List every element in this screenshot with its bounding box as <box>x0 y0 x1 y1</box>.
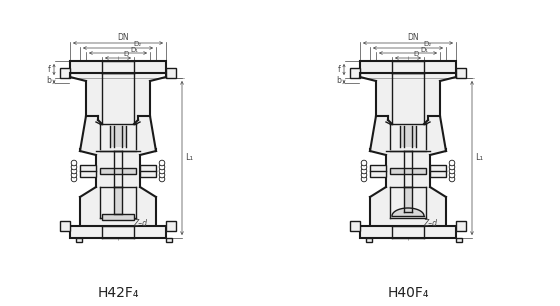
Circle shape <box>159 160 165 166</box>
Bar <box>350 68 360 78</box>
Text: D₂: D₂ <box>133 42 141 47</box>
Text: Z–d: Z–d <box>133 219 147 229</box>
Circle shape <box>361 160 367 166</box>
Text: L₁: L₁ <box>185 154 193 162</box>
Polygon shape <box>370 116 446 151</box>
Circle shape <box>361 164 367 170</box>
Bar <box>166 221 176 231</box>
Polygon shape <box>360 226 456 238</box>
Bar <box>60 221 70 231</box>
Circle shape <box>449 164 455 170</box>
Bar <box>76 238 82 242</box>
Polygon shape <box>392 208 424 216</box>
Bar <box>390 168 426 174</box>
Bar <box>430 165 446 177</box>
Polygon shape <box>370 151 446 187</box>
Bar <box>400 126 416 147</box>
Bar <box>456 221 466 231</box>
Circle shape <box>71 172 77 178</box>
Bar <box>404 187 412 212</box>
Bar <box>100 168 136 174</box>
Text: f: f <box>338 65 341 74</box>
Text: L₁: L₁ <box>475 154 483 162</box>
Polygon shape <box>80 116 156 151</box>
Bar <box>140 165 156 177</box>
Bar <box>114 187 122 214</box>
Bar <box>60 74 70 77</box>
Polygon shape <box>80 187 156 226</box>
Circle shape <box>71 168 77 174</box>
Circle shape <box>449 160 455 166</box>
Circle shape <box>449 172 455 178</box>
Bar <box>60 72 70 74</box>
Text: DN: DN <box>117 33 129 42</box>
Text: D₁: D₁ <box>130 47 138 53</box>
Polygon shape <box>360 61 456 73</box>
Circle shape <box>71 176 77 182</box>
Bar <box>456 68 466 78</box>
Text: DN: DN <box>407 33 419 42</box>
Circle shape <box>71 164 77 170</box>
Circle shape <box>449 176 455 182</box>
Text: b: b <box>46 76 51 85</box>
Text: H40F₄: H40F₄ <box>388 286 429 300</box>
Text: b: b <box>336 76 341 85</box>
Circle shape <box>361 176 367 182</box>
Bar <box>166 68 176 78</box>
Circle shape <box>159 172 165 178</box>
Bar <box>366 238 372 242</box>
Bar <box>370 165 386 177</box>
Bar <box>80 165 96 177</box>
Circle shape <box>159 176 165 182</box>
Bar <box>166 238 172 242</box>
Bar <box>456 238 462 242</box>
Polygon shape <box>70 61 166 73</box>
Text: D₁: D₁ <box>420 47 428 53</box>
Bar <box>350 221 360 231</box>
Bar <box>60 68 70 78</box>
Bar <box>102 214 134 220</box>
Bar <box>350 69 360 72</box>
Text: H42F₄: H42F₄ <box>97 286 139 300</box>
Circle shape <box>159 168 165 174</box>
Text: D: D <box>123 51 129 58</box>
Circle shape <box>159 164 165 170</box>
Circle shape <box>361 172 367 178</box>
Circle shape <box>71 160 77 166</box>
Polygon shape <box>370 187 446 226</box>
Polygon shape <box>360 73 456 124</box>
Polygon shape <box>70 226 166 238</box>
Bar <box>350 72 360 74</box>
Bar <box>110 126 126 147</box>
Text: D₂: D₂ <box>423 42 431 47</box>
Polygon shape <box>80 151 156 187</box>
Text: f: f <box>48 65 51 74</box>
Bar <box>60 69 70 72</box>
Bar <box>350 74 360 77</box>
Circle shape <box>449 168 455 174</box>
Text: D: D <box>413 51 419 58</box>
Text: Z–d: Z–d <box>423 219 437 229</box>
Polygon shape <box>70 73 166 124</box>
Circle shape <box>361 168 367 174</box>
